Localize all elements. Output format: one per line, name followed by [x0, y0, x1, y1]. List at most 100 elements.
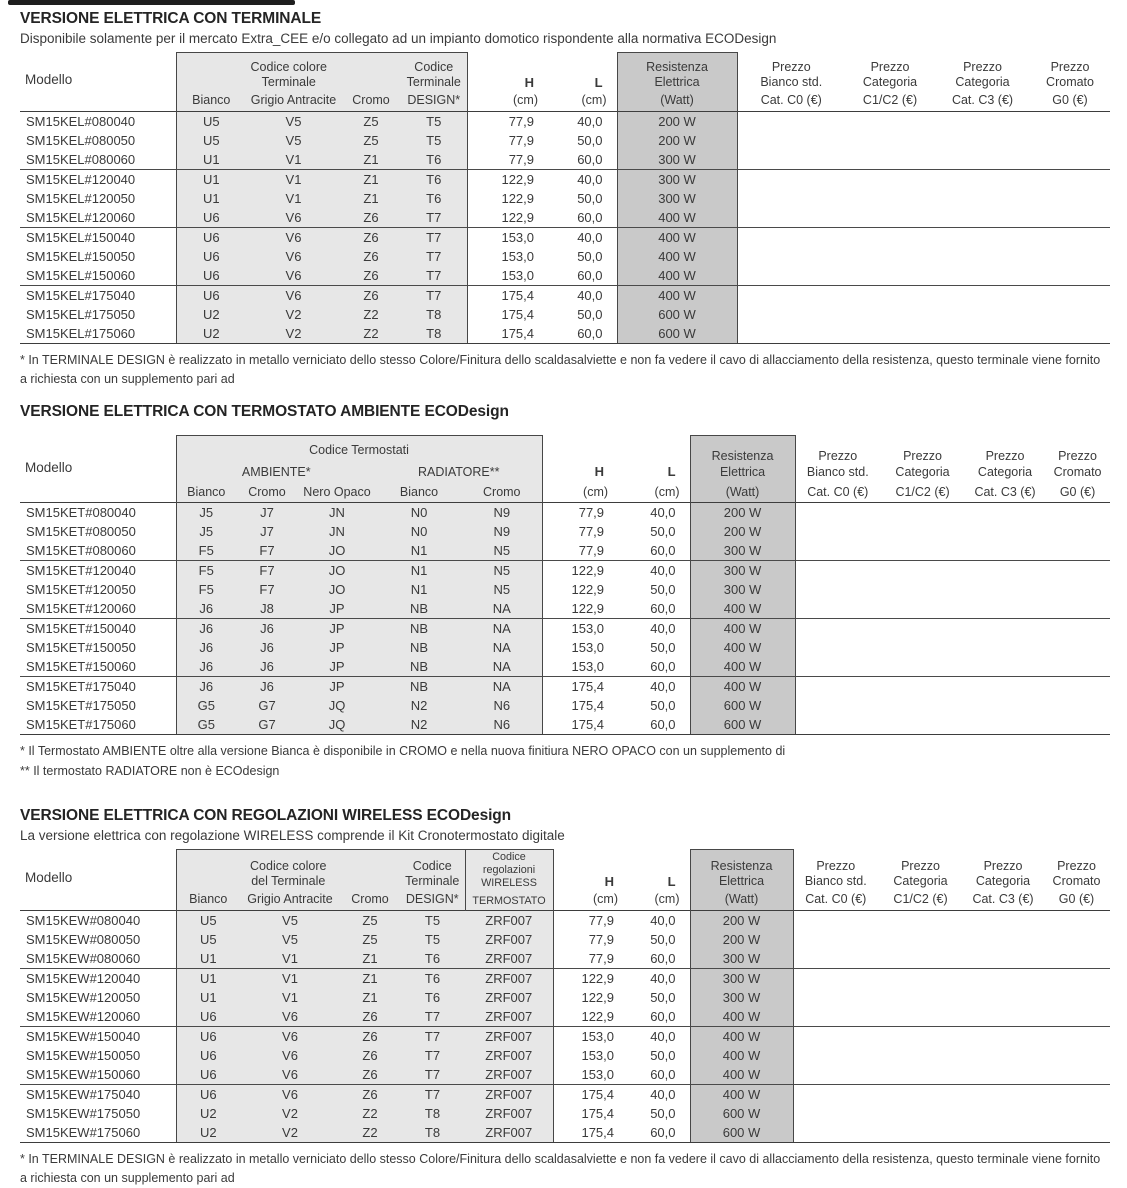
code-cell: JQ [298, 715, 376, 736]
price-cell [935, 226, 1031, 247]
price-cell [1043, 1046, 1110, 1065]
col-header-amb-nero-opaco: Nero Opaco [298, 482, 376, 503]
wattage-cell: 400 W [689, 676, 796, 697]
model-cell: SM15KEW#120050 [26, 989, 141, 1005]
wattage-cell: 400 W [689, 1006, 794, 1027]
code-cell: J6 [236, 676, 298, 697]
section-title: VERSIONE ELETTRICA CON TERMOSTATO AMBIEN… [20, 403, 509, 421]
height-cell: 122,9 [581, 989, 615, 1005]
code-cell: JP [298, 657, 376, 677]
col-header-prezzo-bianco: Prezzo Bianco std. [804, 858, 867, 889]
width-cell: 40,0 [630, 676, 691, 697]
col-header-prezzo-cromato: Prezzo Cromato [1046, 59, 1094, 90]
code-cell: ZRF007 [465, 1083, 554, 1104]
col-header-codice-wireless: Codice regolazioni WIRELESS [464, 848, 554, 892]
price-cell [880, 599, 965, 619]
code-cell: N0 [376, 522, 462, 542]
code-cell: T7 [401, 246, 468, 266]
wattage-cell: 300 W [689, 541, 796, 561]
price-cell [737, 150, 845, 170]
col-header-amb-bianco: Bianco [175, 482, 236, 503]
code-cell: U6 [175, 1045, 240, 1065]
price-cell [878, 909, 964, 930]
price-cell [965, 541, 1045, 561]
code-cell: J6 [175, 618, 236, 639]
code-cell: T7 [400, 1045, 466, 1065]
wattage-cell: 400 W [689, 657, 796, 677]
col-header-watt-unit: (Watt) [689, 482, 796, 503]
col-header-prezzo-cromato-cat: G0 (€) [1058, 892, 1095, 907]
section-subtitle: Disponibile solamente per il mercato Ext… [20, 30, 777, 46]
table-row: SM15KEW#120060 U6 V6 Z6 T7 ZRF007 122,9 60,0 400… [20, 1006, 1110, 1027]
wattage-cell: 400 W [616, 246, 738, 266]
col-header-rad-bianco: Bianco [376, 482, 462, 503]
price-cell [880, 522, 965, 541]
price-cell [935, 305, 1030, 324]
col-header-h: H [604, 873, 615, 889]
table-row: SM15KET#175060 G5 G7 JQ N2 N6 175,4 60,0 600 W [20, 715, 1111, 736]
price-cell [1043, 949, 1110, 969]
code-cell: Z2 [341, 304, 402, 324]
wattage-cell: 400 W [689, 618, 796, 639]
price-cell [880, 676, 966, 697]
code-cell: G7 [236, 715, 298, 736]
price-cell [1045, 618, 1111, 639]
col-header-prezzo-c3-cat: Cat. C3 (€) [951, 93, 1014, 108]
code-cell: F7 [236, 541, 298, 561]
code-cell: V2 [240, 1122, 340, 1143]
width-cell: 40,0 [640, 909, 691, 930]
code-cell: T8 [401, 323, 468, 344]
price-cell [737, 226, 846, 247]
price-cell [737, 189, 845, 208]
model-cell: SM15KET#080050 [26, 524, 136, 540]
width-cell: 60,0 [650, 1008, 676, 1024]
price-cell [1030, 247, 1110, 266]
table-row: SM15KEL#120040 U1 V1 Z1 T6 122,9 40,0 300 W [20, 168, 1111, 189]
wireless-table: Modello Codice colore del Terminale Codi… [20, 848, 1111, 1143]
model-cell: SM15KET#150040 [20, 618, 176, 639]
code-cell: Z1 [340, 948, 401, 969]
code-cell: G7 [236, 696, 298, 716]
width-cell: 50,0 [577, 248, 603, 264]
height-cell: 122,9 [467, 168, 561, 189]
code-cell: V6 [246, 284, 341, 305]
price-cell [878, 930, 963, 949]
col-header-prezzo-c3-cat: Cat. C3 (€) [972, 892, 1034, 907]
price-cell [880, 715, 966, 736]
price-cell [1030, 150, 1110, 170]
price-cell [965, 580, 1045, 599]
code-cell: T8 [401, 304, 468, 324]
code-cell: Z2 [341, 323, 402, 344]
table-row: SM15KET#120050 F5 F7 JO N1 N5 122,9 50,0 300 W [20, 580, 1110, 600]
wattage-cell: 300 W [689, 580, 796, 600]
code-cell: Z6 [340, 1045, 401, 1065]
width-cell: 60,0 [640, 1122, 691, 1143]
col-header-prezzo-bianco: Prezzo Bianco std. [760, 59, 823, 90]
code-cell: U2 [175, 323, 246, 344]
model-cell: SM15KEL#080050 [26, 132, 136, 148]
code-cell: Z6 [340, 1064, 401, 1085]
code-cell: U6 [175, 246, 246, 266]
code-cell: T6 [401, 149, 468, 170]
height-cell: 77,9 [578, 524, 605, 540]
code-cell: JO [298, 580, 376, 600]
height-cell: 77,9 [578, 543, 605, 559]
price-cell [793, 1025, 879, 1046]
col-header-prezzo-cromato-cat: G0 (€) [1052, 93, 1088, 108]
code-cell: N2 [376, 696, 462, 716]
price-cell [935, 208, 1030, 228]
code-cell: JP [298, 638, 376, 658]
height-cell: 175,4 [542, 715, 631, 736]
code-cell: V5 [246, 130, 341, 150]
height-cell: 175,4 [581, 1105, 615, 1121]
price-cell [793, 1065, 878, 1085]
code-cell: V2 [246, 304, 341, 324]
code-cell: J6 [236, 657, 298, 677]
width-cell: 40,0 [640, 1025, 691, 1046]
wattage-cell: 400 W [689, 1083, 794, 1104]
height-cell: 122,9 [501, 190, 535, 206]
table-row: SM15KET#080040 J5 J7 JN N0 N9 77,9 40,0 200 W [20, 502, 1111, 523]
price-cell [935, 110, 1031, 131]
width-cell: 40,0 [560, 168, 618, 189]
price-cell [1030, 323, 1111, 344]
